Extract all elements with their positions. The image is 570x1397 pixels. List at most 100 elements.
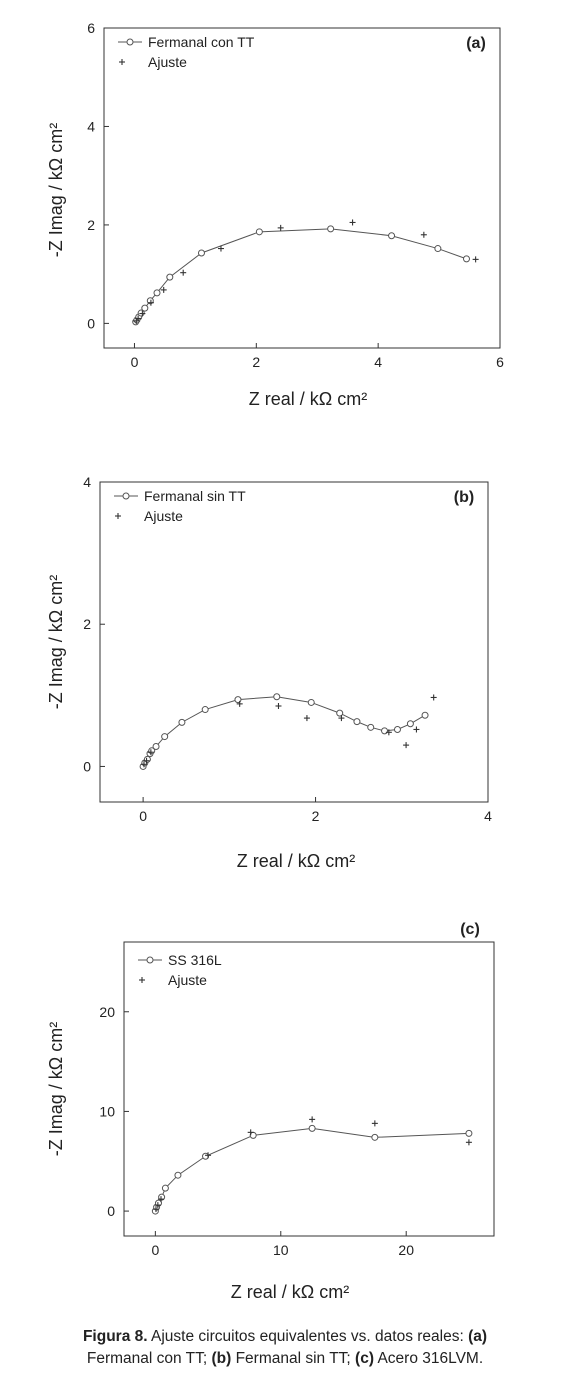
plot-frame: [123, 941, 495, 1237]
panel-label: (b): [454, 489, 474, 506]
fit-point: [309, 1116, 316, 1123]
data-point: [307, 698, 315, 706]
y-tick-label: 10: [99, 1103, 115, 1119]
fit-point: [147, 749, 154, 756]
y-tick-label: 0: [87, 315, 95, 331]
data-point: [161, 733, 169, 741]
x-tick-label: 6: [496, 354, 504, 370]
y-tick-label: 20: [99, 1004, 115, 1020]
data-point: [166, 273, 174, 281]
fit-point: [247, 1129, 254, 1136]
caption-label-a: (a): [468, 1328, 488, 1345]
legend-entry-ajuste: Ajuste: [115, 508, 183, 524]
fit-point: [420, 231, 427, 238]
fit-point: [338, 715, 345, 722]
data-point: [152, 743, 160, 751]
x-tick-label: 0: [151, 1242, 159, 1258]
series-line: [154, 1127, 469, 1212]
data-point: [434, 245, 442, 253]
x-axis-label: Z real / kΩ cm²: [249, 389, 367, 409]
data-point: [406, 720, 414, 728]
series-ss-316l: [151, 1124, 473, 1215]
data-point: [141, 304, 149, 312]
y-tick-label: 2: [83, 616, 91, 632]
fit-point: [180, 269, 187, 276]
x-tick-label: 10: [273, 1242, 289, 1258]
caption-line-1: Figura 8. Ajuste circuitos equivalentes …: [0, 1326, 570, 1348]
figure-canvas: 0 2 4 6 0 2 4 6 Z real / kΩ cm² -Z Imag / kΩ cm² (…: [46, 20, 504, 1302]
fit-point: [413, 726, 420, 733]
data-point: [462, 255, 470, 263]
legend-label: Ajuste: [148, 54, 187, 70]
legend-entry-fermanal-con-tt: Fermanal con TT: [118, 34, 255, 50]
x-axis-label: Z real / kΩ cm²: [237, 851, 355, 871]
caption-label-b: (b): [211, 1350, 232, 1367]
data-point: [388, 232, 396, 240]
fit-point: [135, 315, 142, 322]
fit-point: [277, 224, 284, 231]
data-point: [367, 723, 375, 731]
caption-text: Ajuste circuitos equivalentes vs. datos …: [147, 1328, 469, 1345]
fit-point: [152, 1206, 159, 1213]
fit-point: [465, 1139, 472, 1146]
legend-entry-fermanal-sin-tt: Fermanal sin TT: [114, 488, 246, 504]
legend-label: Ajuste: [168, 972, 207, 988]
data-point: [421, 711, 429, 719]
fit-point: [158, 1196, 164, 1203]
y-axis-label: -Z Imag / kΩ cm²: [46, 1022, 66, 1156]
legend-label: Fermanal con TT: [148, 34, 255, 50]
fit-point: [303, 715, 310, 722]
figure-caption: Figura 8. Ajuste circuitos equivalentes …: [0, 1326, 570, 1370]
plot-frame: [103, 27, 501, 349]
chart-panel-1: 0 2 4 6 0 2 4 6 Z real / kΩ cm² -Z Imag / kΩ cm² (…: [46, 20, 504, 409]
fit-point: [403, 742, 410, 749]
legend-entry-ss-316l: SS 316L: [138, 952, 222, 968]
y-tick-label: 6: [87, 20, 95, 36]
fit-point: [147, 299, 154, 306]
chart-panel-2: 0 2 4 0 2 4 Z real / kΩ cm² -Z Imag / kΩ cm² (b)…: [46, 474, 492, 871]
y-axis-label: -Z Imag / kΩ cm²: [46, 575, 66, 709]
data-point: [336, 709, 344, 717]
legend-label: Fermanal sin TT: [144, 488, 246, 504]
x-tick-label: 0: [131, 354, 139, 370]
series-line: [135, 228, 467, 323]
fit-point: [371, 1120, 378, 1127]
legend-label: SS 316L: [168, 952, 222, 968]
data-point: [143, 755, 151, 763]
fit-point: [275, 703, 282, 709]
legend-entry-ajuste: Ajuste: [119, 54, 187, 70]
caption-line-2: Fermanal con TT; (b) Fermanal sin TT; (c…: [0, 1348, 570, 1370]
x-tick-label: 4: [484, 808, 492, 824]
legend-label: Ajuste: [144, 508, 183, 524]
data-point: [465, 1129, 473, 1137]
caption-label-c: (c): [355, 1350, 374, 1367]
series-ajuste: [152, 1116, 472, 1213]
panel-label: (a): [466, 35, 486, 52]
data-point: [174, 1171, 182, 1179]
y-axis-label: -Z Imag / kΩ cm²: [46, 123, 66, 257]
x-tick-label: 4: [374, 354, 382, 370]
x-tick-label: 20: [398, 1242, 414, 1258]
fit-point: [205, 1152, 212, 1159]
data-point: [381, 727, 389, 735]
x-tick-label: 2: [252, 354, 260, 370]
data-point: [353, 718, 361, 726]
fit-point: [236, 700, 243, 707]
data-point: [371, 1133, 379, 1141]
fit-point: [385, 729, 392, 736]
data-point: [178, 718, 186, 726]
legend-entry-ajuste: Ajuste: [139, 972, 207, 988]
data-point: [197, 249, 205, 257]
data-point: [255, 228, 263, 236]
fit-point: [472, 256, 479, 263]
series-fermanal-sin-tt: [139, 693, 429, 770]
fit-point: [349, 219, 356, 226]
caption-text-b: Fermanal sin TT;: [231, 1350, 356, 1367]
plot-frame: [99, 481, 489, 803]
fit-point: [430, 694, 437, 701]
caption-text-c: Acero 316LVM.: [374, 1350, 484, 1367]
data-point: [308, 1124, 316, 1132]
y-tick-label: 4: [83, 474, 91, 490]
data-point: [273, 693, 281, 701]
data-point: [327, 225, 335, 233]
